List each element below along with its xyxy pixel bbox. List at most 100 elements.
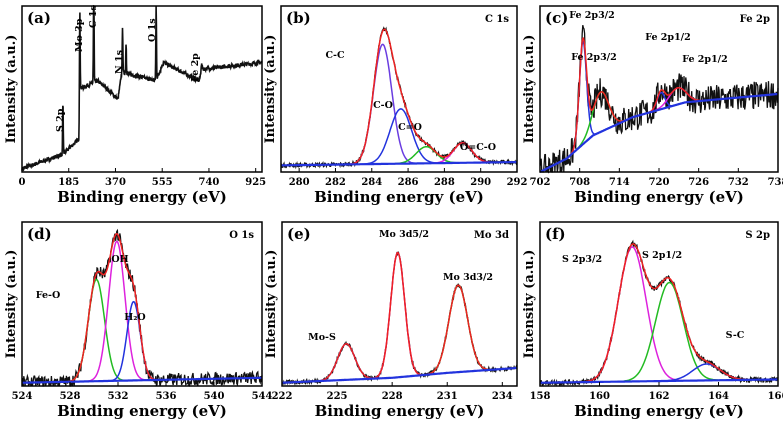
y-axis-label: Intensity (a.u.) (4, 250, 19, 359)
x-axis-label: Binding energy (eV) (57, 188, 227, 206)
panel-letter: (d) (27, 225, 52, 243)
x-tick-label: 280 (289, 177, 310, 188)
peak-label: H₂O (124, 312, 145, 323)
panel-b: 280 282 284 286 288 290 292 Binding energy (eV)… (263, 5, 528, 206)
panel-e: 222 225 228 231 234 Binding energy (eV) Intens… (264, 221, 518, 420)
peak-label: Mo 3p (74, 18, 85, 52)
panel-letter: (b) (286, 9, 311, 27)
x-tick-label: 726 (688, 177, 709, 188)
y-axis-label: Intensity (a.u.) (4, 35, 19, 144)
peak-label: S 2p3/2 (562, 254, 602, 265)
x-tick-label: 228 (382, 391, 403, 402)
panel-c: 702 708 714 720 726 732 738 Binding energy (eV)… (522, 5, 783, 206)
x-axis-label: Binding energy (eV) (314, 188, 484, 206)
x-axis-label: Binding energy (eV) (57, 402, 227, 420)
peak-label: C=O (398, 122, 422, 133)
x-tick-label: 740 (199, 177, 220, 188)
x-tick-label: 532 (108, 391, 129, 402)
element-label: C 1s (485, 14, 509, 25)
x-tick-label: 702 (530, 177, 551, 188)
element-label: Fe 2p (740, 14, 770, 25)
panel-letter: (f) (545, 225, 566, 243)
x-tick-label: 720 (649, 177, 670, 188)
y-axis-label: Intensity (a.u.) (522, 250, 537, 359)
x-tick-label: 162 (649, 391, 670, 402)
panel-letter: (a) (27, 9, 51, 27)
x-axis-label: Binding energy (eV) (574, 402, 744, 420)
x-tick-label: 714 (609, 177, 630, 188)
element-label: O 1s (229, 230, 254, 241)
x-tick-label: 732 (728, 177, 749, 188)
plot-frame (281, 221, 518, 387)
peak-label: Fe 2p1/2 (682, 54, 728, 65)
peak-label: Mo 3d5/2 (379, 229, 429, 240)
x-tick-label: 370 (105, 177, 126, 188)
x-tick-label: 524 (12, 391, 33, 402)
peak-label: O=C-O (460, 142, 496, 153)
panel-d: 524 528 532 536 540 544 Binding energy (eV) Int… (4, 221, 273, 420)
x-axis-label: Binding energy (eV) (315, 402, 485, 420)
element-label: Mo 3d (474, 230, 509, 241)
x-tick-label: 536 (156, 391, 177, 402)
x-tick-label: 540 (204, 391, 225, 402)
peak-label: OH (111, 254, 128, 265)
x-tick-label: 708 (569, 177, 590, 188)
x-tick-label: 158 (530, 391, 551, 402)
peak-label: S-C (726, 330, 745, 341)
x-tick-label: 528 (60, 391, 81, 402)
peak-label: C-C (325, 50, 345, 61)
peak-label: Mo 3d3/2 (443, 272, 493, 283)
peak-label: Fe 2p (190, 53, 201, 82)
background-line (22, 376, 262, 384)
panel-letter: (e) (287, 225, 311, 243)
x-tick-label: 288 (434, 177, 455, 188)
x-tick-label: 544 (252, 391, 273, 402)
x-tick-label: 284 (361, 177, 382, 188)
x-tick-label: 286 (398, 177, 419, 188)
background-line (282, 366, 517, 384)
peak-label: Fe 2p3/2 (571, 52, 617, 63)
x-axis-label: Binding energy (eV) (574, 188, 744, 206)
peak-label: Fe-O (36, 290, 61, 301)
x-tick-label: 738 (768, 177, 783, 188)
x-tick-label: 164 (708, 391, 729, 402)
background-line (540, 378, 778, 384)
x-tick-label: 185 (58, 177, 79, 188)
peak-label: Mo-S (308, 332, 336, 343)
panel-a: 0 185 370 555 740 925 Binding energy (eV) Inten… (4, 4, 266, 206)
x-tick-label: 292 (507, 177, 528, 188)
plot-frame (280, 5, 518, 173)
y-axis-label: Intensity (a.u.) (263, 35, 278, 144)
peak-label: O 1s (147, 18, 158, 42)
y-axis-label: Intensity (a.u.) (522, 35, 537, 144)
background-line (281, 160, 517, 167)
plot-frame (21, 221, 263, 387)
raw-spectrum (21, 4, 263, 172)
fitted-envelope (22, 233, 262, 384)
component-peak-0 (540, 246, 778, 384)
x-tick-label: 290 (470, 177, 491, 188)
x-tick-label: 166 (768, 391, 783, 402)
x-tick-label: 555 (152, 177, 173, 188)
raw-spectrum (21, 228, 263, 387)
panel-f: 158 160 162 164 166 Binding energy (eV) Intens… (522, 221, 783, 420)
peak-label: S 2p1/2 (642, 250, 682, 261)
y-axis-label: Intensity (a.u.) (264, 250, 279, 359)
x-tick-label: 160 (589, 391, 610, 402)
peak-label: Fe 2p3/2 (569, 10, 615, 21)
x-tick-label: 282 (325, 177, 346, 188)
peak-label: Fe 2p1/2 (645, 32, 691, 43)
peak-label: C-O (373, 100, 393, 111)
panel-letter: (c) (545, 9, 568, 27)
plot-frame (21, 5, 263, 173)
x-tick-label: 925 (245, 177, 266, 188)
element-label: S 2p (745, 230, 770, 241)
x-tick-label: 222 (272, 391, 293, 402)
peak-label: S 2p (55, 108, 66, 132)
peak-label: N 1s (114, 50, 125, 74)
x-tick-label: 234 (492, 391, 513, 402)
x-tick-label: 0 (19, 177, 26, 188)
x-tick-label: 225 (327, 391, 348, 402)
x-tick-label: 231 (437, 391, 458, 402)
